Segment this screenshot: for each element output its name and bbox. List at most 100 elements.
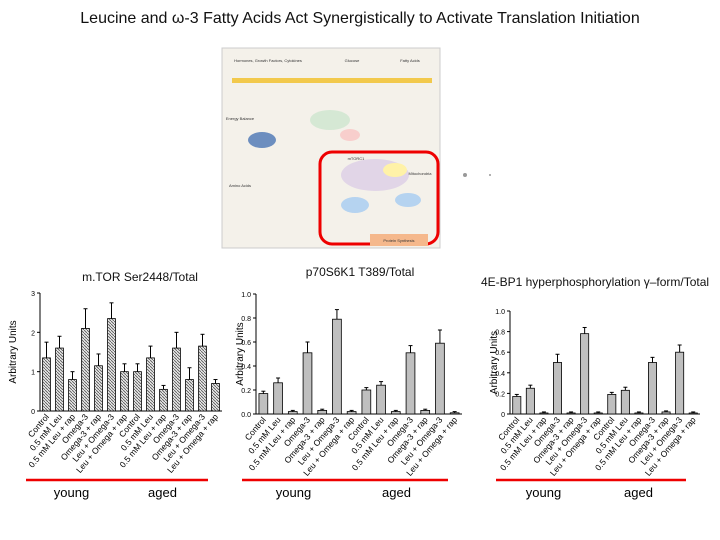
bar (81, 327, 90, 412)
bar (94, 365, 103, 412)
y-tick-label: 1.0 (495, 309, 505, 316)
error-bar (423, 408, 428, 411)
y-axis-label: Arbitrary Units (8, 320, 19, 383)
error-bar (636, 411, 641, 413)
y-tick-label: 0.2 (241, 388, 251, 395)
error-bar (650, 356, 655, 363)
diagram-label: Energy Balance (226, 116, 255, 121)
bar (346, 411, 357, 415)
bar (620, 389, 630, 415)
bar (120, 371, 129, 412)
error-bar (305, 341, 310, 353)
error-bar (379, 381, 384, 386)
error-bar (349, 409, 354, 412)
bar (390, 411, 401, 415)
bar (566, 412, 576, 415)
y-tick-label: 0.6 (495, 350, 505, 357)
bar (198, 345, 207, 412)
diagram-label: Amino Acids (229, 183, 251, 188)
slide-title: Leucine and ω-3 Fatty Acids Act Synergis… (80, 10, 640, 27)
bar (688, 412, 698, 415)
error-bar (135, 363, 140, 372)
y-tick-label: 3 (31, 291, 35, 298)
bar (449, 412, 460, 415)
bar (420, 409, 431, 415)
error-bar (569, 411, 574, 413)
group-label: young (54, 485, 89, 500)
bar (525, 387, 535, 415)
group-label: young (526, 485, 561, 500)
error-bar (148, 345, 153, 358)
bar (42, 357, 51, 412)
diagram-label: Protein Synthesis (383, 238, 414, 243)
group-label: aged (148, 485, 177, 500)
error-bar (691, 411, 696, 413)
group-label: aged (382, 485, 411, 500)
y-axis-label: Arbitrary Units (489, 331, 500, 394)
bar (648, 362, 657, 415)
bar (68, 379, 77, 412)
error-bar (452, 411, 457, 413)
y-tick-label: 2 (31, 330, 35, 337)
error-bar (57, 335, 62, 349)
error-bar (70, 371, 75, 380)
bar (539, 412, 549, 415)
y-tick-label: 1 (31, 370, 35, 377)
error-bar (528, 384, 533, 389)
error-bar (213, 379, 218, 384)
bar (172, 347, 181, 412)
error-bar (408, 345, 413, 353)
y-tick-label: 0.2 (495, 391, 505, 398)
y-tick-label: 0.8 (241, 316, 251, 323)
y-tick-label: 0.4 (495, 371, 505, 378)
error-bar (514, 393, 519, 397)
error-bar (555, 353, 560, 363)
error-bar (174, 331, 179, 349)
bar (211, 383, 220, 412)
error-bar (276, 377, 281, 383)
y-tick-label: 0 (31, 409, 35, 416)
bar (512, 396, 522, 415)
y-tick-label: 0.4 (241, 364, 251, 371)
bar (258, 393, 269, 415)
error-bar (664, 410, 669, 412)
error-bar (187, 367, 192, 380)
error-bar (109, 302, 114, 319)
chart-title: m.TOR Ser2448/Total (82, 270, 198, 284)
bar (405, 352, 416, 415)
diagram-label: Glucose (345, 58, 360, 63)
bar (593, 412, 603, 415)
bar (159, 388, 168, 412)
bar (185, 379, 194, 412)
bar (332, 318, 342, 415)
error-bar (261, 390, 266, 394)
error-bar (541, 411, 546, 413)
bar (675, 351, 685, 415)
y-tick-label: 0 (501, 412, 505, 419)
error-bar (122, 363, 127, 372)
error-bar (290, 409, 295, 412)
bar (273, 382, 283, 415)
bar (435, 342, 445, 415)
error-bar (609, 391, 614, 395)
error-bar (200, 333, 205, 347)
bar (55, 347, 64, 412)
chart-title: 4E-BP1 hyperphosphorylation γ–form/Total (480, 275, 710, 289)
diagram-label: Mitochondria (409, 171, 433, 176)
bar (634, 412, 644, 415)
y-axis-label: Arbitrary Units (235, 322, 246, 385)
group-label: young (276, 485, 311, 500)
error-bar (393, 409, 398, 412)
bar (661, 411, 671, 415)
y-tick-label: 0.6 (241, 340, 251, 347)
bar (607, 394, 617, 415)
error-bar (437, 329, 442, 344)
error-bar (96, 353, 101, 366)
error-bar (364, 387, 369, 390)
y-tick-label: 1.0 (241, 292, 251, 299)
chart-title: p70S6K1 T389/Total (305, 265, 415, 279)
bar (302, 352, 313, 415)
bar (376, 384, 386, 415)
